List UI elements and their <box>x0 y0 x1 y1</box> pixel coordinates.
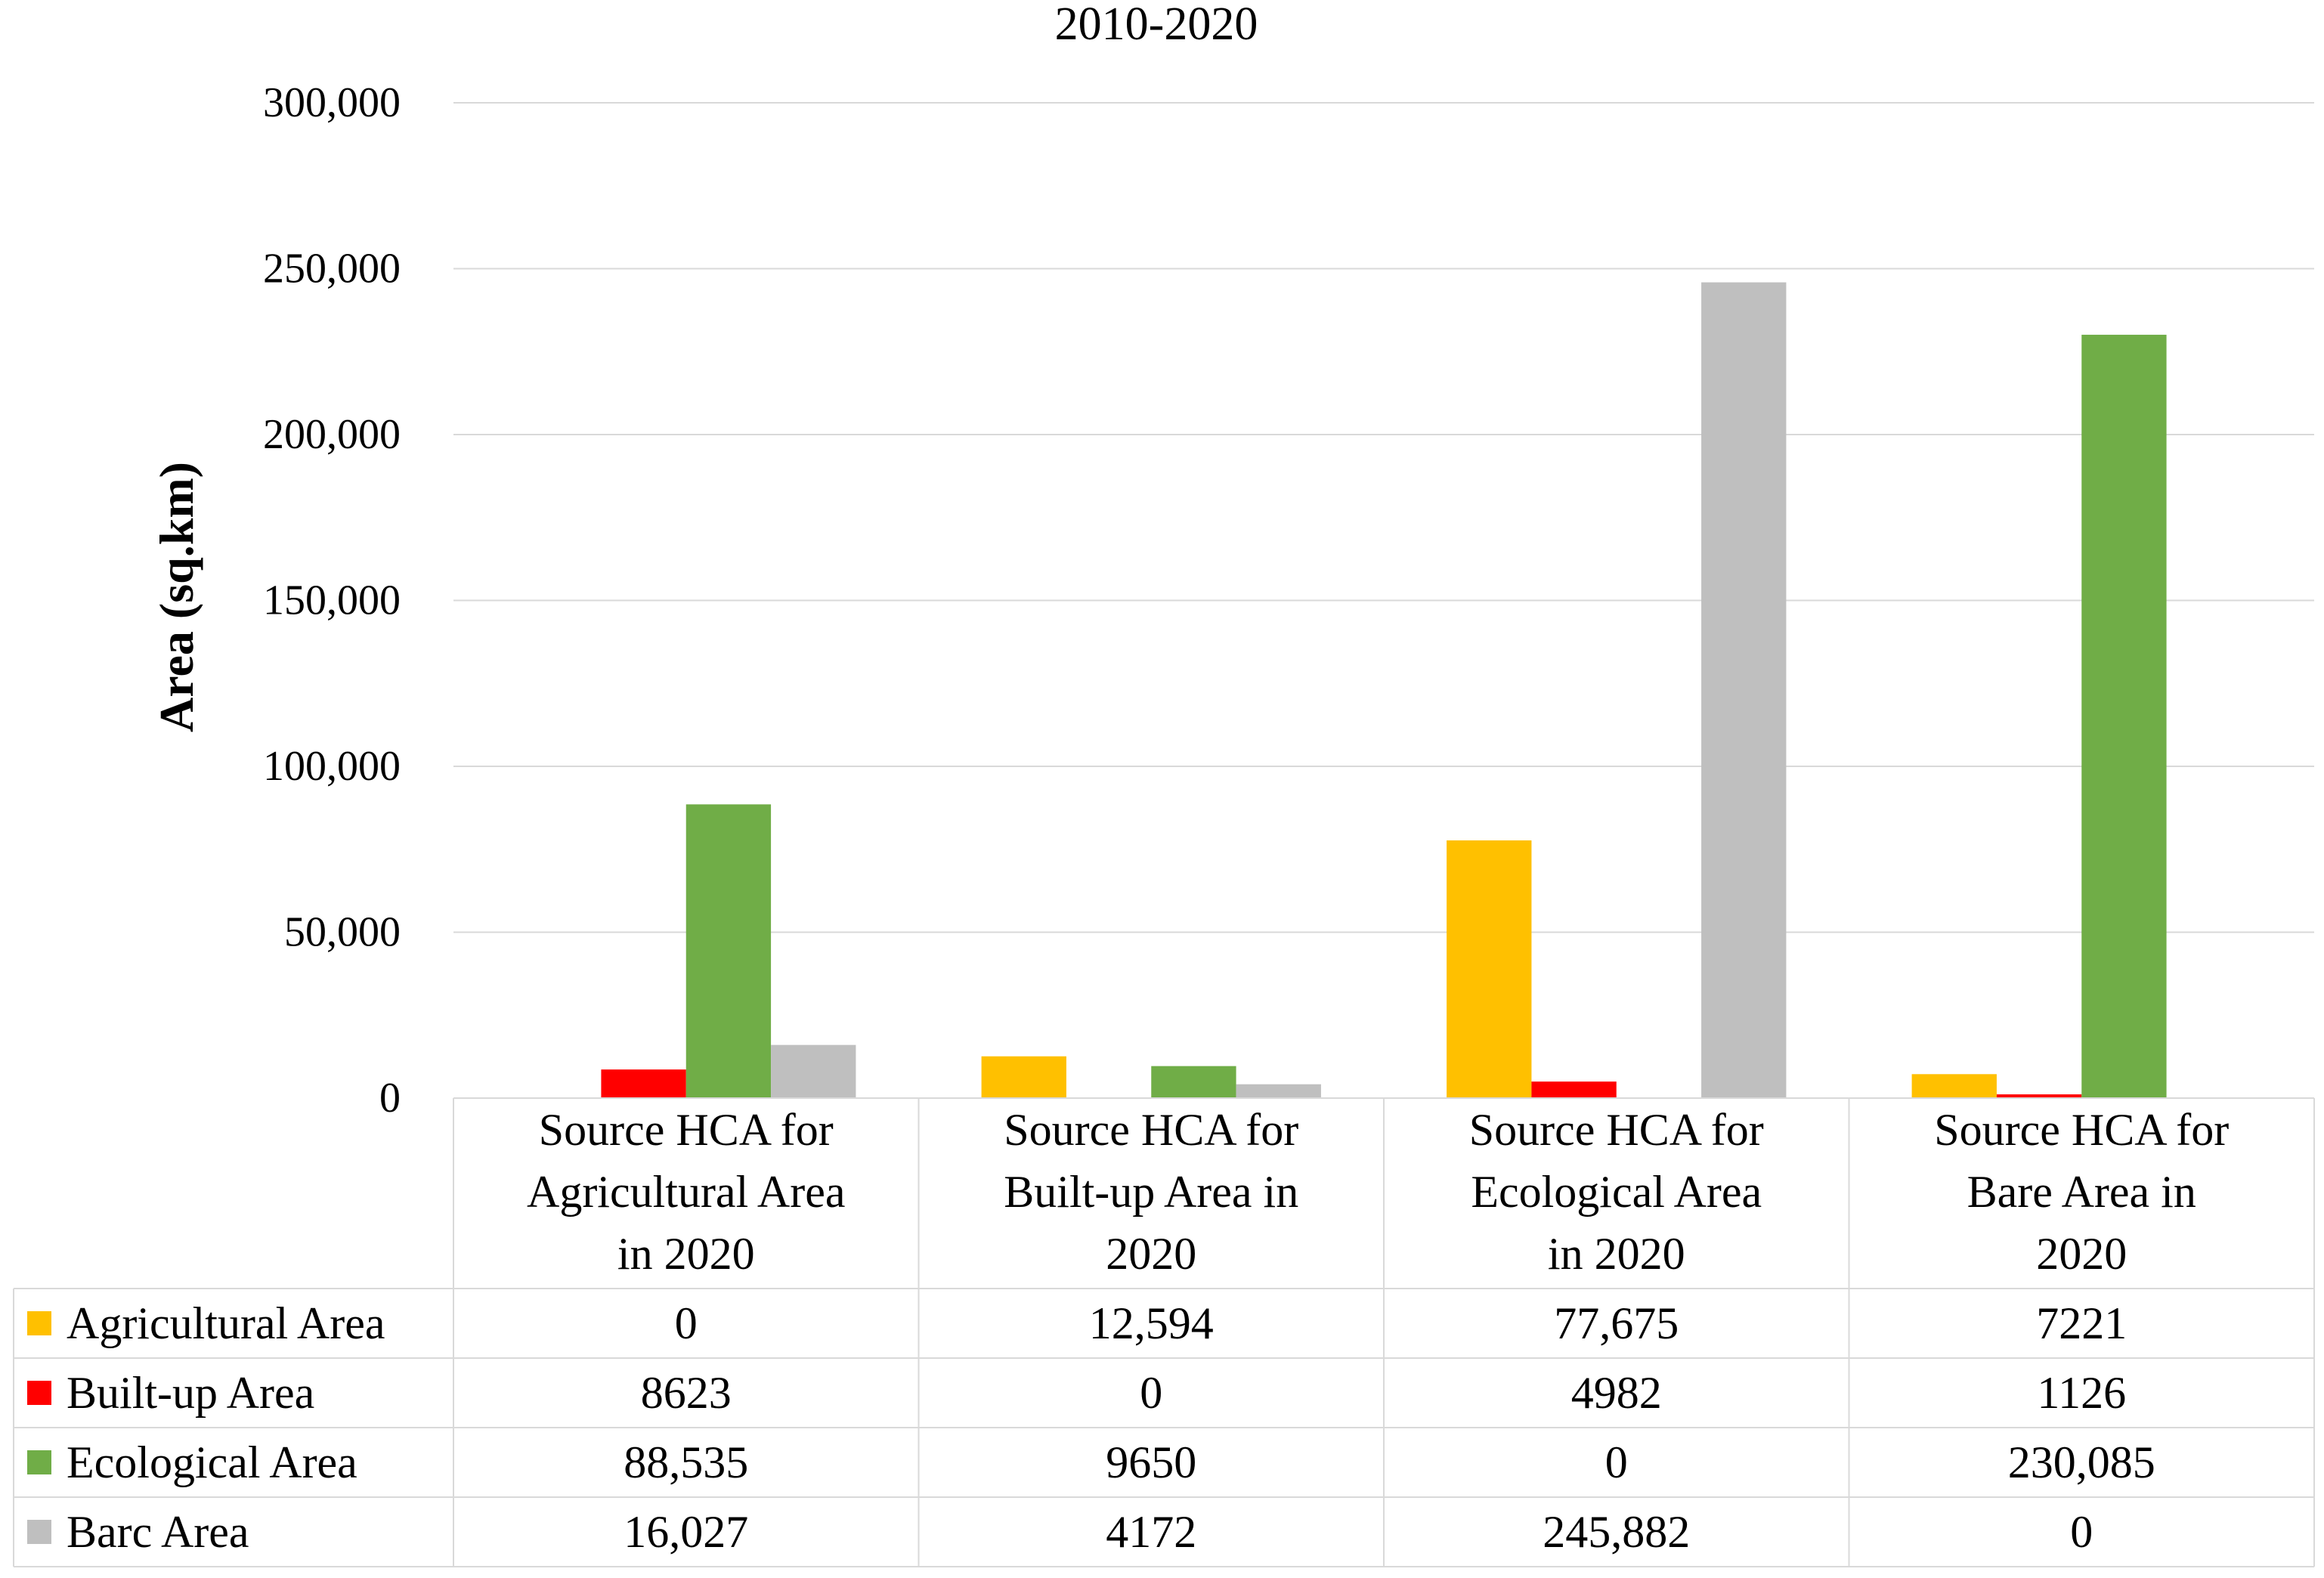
y-tick-labels: 0 50,000 100,000 150,000 200,000 250,000 300,0… <box>263 79 401 1122</box>
table-value: 1126 <box>2037 1368 2126 1418</box>
y-tick-label: 200,000 <box>263 411 401 458</box>
y-tick-label: 0 <box>379 1075 401 1122</box>
x-category-label: Source HCA for <box>1469 1105 1764 1155</box>
table-value: 88,535 <box>624 1437 748 1487</box>
table-value: 7221 <box>2036 1298 2127 1348</box>
table-value: 12,594 <box>1089 1298 1214 1348</box>
table-value: 245,882 <box>1543 1507 1690 1557</box>
table-value: 8623 <box>641 1368 732 1418</box>
legend-label: Barc Area <box>67 1507 249 1557</box>
table-value: 0 <box>1605 1437 1628 1487</box>
legend-swatch <box>27 1520 51 1544</box>
table-value: 4982 <box>1571 1368 1662 1418</box>
table-value: 9650 <box>1106 1437 1196 1487</box>
y-tick-label: 150,000 <box>263 577 401 624</box>
y-axis-label: Area (sq.km) <box>150 462 203 732</box>
x-category-label: Source HCA for <box>539 1105 834 1155</box>
table-value: 16,027 <box>624 1507 748 1557</box>
bar <box>1447 840 1532 1098</box>
bars <box>601 282 2167 1099</box>
y-tick-label: 50,000 <box>284 909 401 956</box>
x-category-label: Ecological Area <box>1471 1167 1762 1217</box>
y-tick-label: 250,000 <box>263 246 401 292</box>
bar <box>981 1056 1066 1098</box>
bar <box>2081 334 2167 1098</box>
legend-label: Built-up Area <box>67 1368 314 1418</box>
x-category-label: Source HCA for <box>1934 1105 2229 1155</box>
table-value: 77,675 <box>1554 1298 1679 1348</box>
gridlines <box>453 102 2314 933</box>
y-tick-label: 100,000 <box>263 743 401 790</box>
table-value: 0 <box>675 1298 698 1348</box>
table-value: 4172 <box>1106 1507 1196 1557</box>
legend-swatch <box>27 1450 51 1474</box>
bar <box>1701 282 1787 1099</box>
legend-label: Agricultural Area <box>67 1298 385 1348</box>
legend-swatch <box>27 1311 51 1335</box>
table-value: 0 <box>1140 1368 1162 1418</box>
data-table: Source HCA for Agricultural Area in 2020 So… <box>13 1097 2315 1567</box>
bar <box>1531 1081 1617 1098</box>
bar <box>1911 1074 1997 1098</box>
bar <box>1996 1094 2082 1098</box>
table-value: 230,085 <box>2008 1437 2155 1487</box>
x-category-label: Bare Area in <box>1967 1167 2196 1217</box>
bar <box>601 1069 686 1098</box>
bar <box>1151 1066 1236 1098</box>
legend-label: Ecological Area <box>67 1437 357 1487</box>
chart-title: 2010-2020 <box>1055 0 1258 50</box>
x-category-label: in 2020 <box>617 1229 755 1279</box>
x-category-label: Source HCA for <box>1004 1105 1298 1155</box>
x-category-label: Agricultural Area <box>527 1167 846 1217</box>
bar <box>685 804 772 1098</box>
x-category-label: 2020 <box>2036 1229 2127 1279</box>
bar <box>1236 1084 1321 1098</box>
bar <box>771 1044 856 1098</box>
table-value: 0 <box>2070 1507 2093 1557</box>
legend-swatch <box>27 1381 51 1405</box>
x-category-label: 2020 <box>1106 1229 1196 1279</box>
y-tick-label: 300,000 <box>263 79 401 126</box>
x-category-label: Built-up Area in <box>1004 1167 1298 1217</box>
x-category-label: in 2020 <box>1548 1229 1685 1279</box>
